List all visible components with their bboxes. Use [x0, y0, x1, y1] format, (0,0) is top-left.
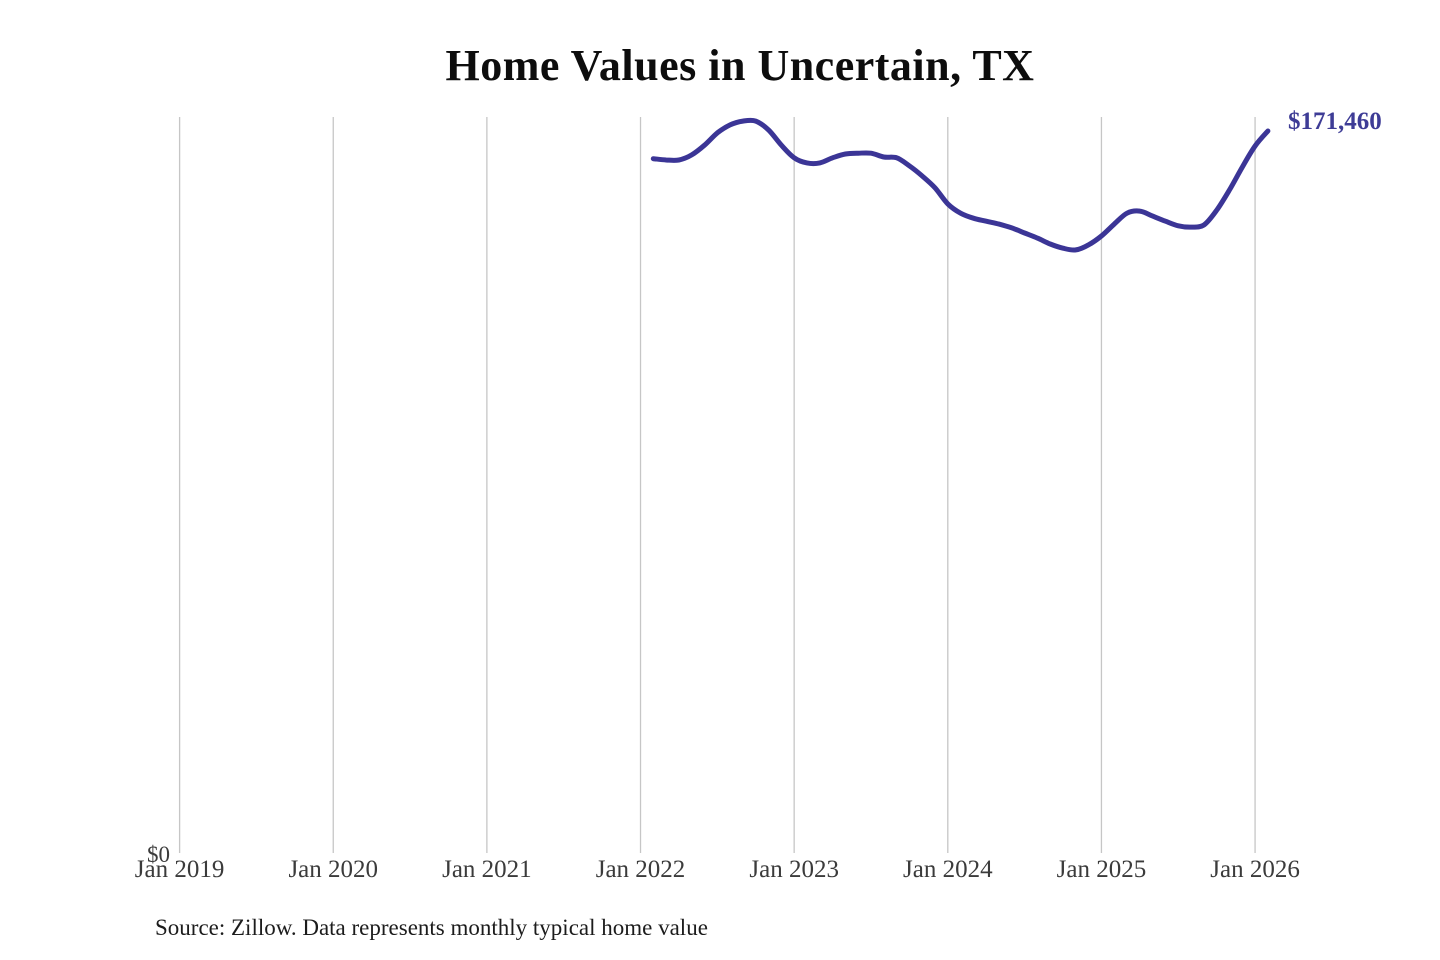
trend-line [650, 117, 1271, 253]
x-tick-label-2020: Jan 2020 [288, 856, 379, 883]
y-axis-zero-label: $0 [147, 842, 170, 867]
source-note: Source: Zillow. Data represents monthly … [155, 915, 708, 940]
x-tick-label-2026: Jan 2026 [1210, 856, 1300, 883]
x-tick-label-2025: Jan 2025 [1056, 856, 1147, 883]
x-tick-label-2021: Jan 2021 [442, 856, 532, 883]
latest-value-label: $171,460 [1288, 108, 1382, 135]
x-tick-label-2022: Jan 2022 [595, 856, 686, 883]
x-tick-label-2024: Jan 2024 [903, 856, 993, 883]
chart-title: Home Values in Uncertain, TX [445, 41, 1035, 90]
x-tick-label-2023: Jan 2023 [749, 856, 839, 883]
x-tick-label-2019: Jan 2019 [134, 856, 225, 883]
